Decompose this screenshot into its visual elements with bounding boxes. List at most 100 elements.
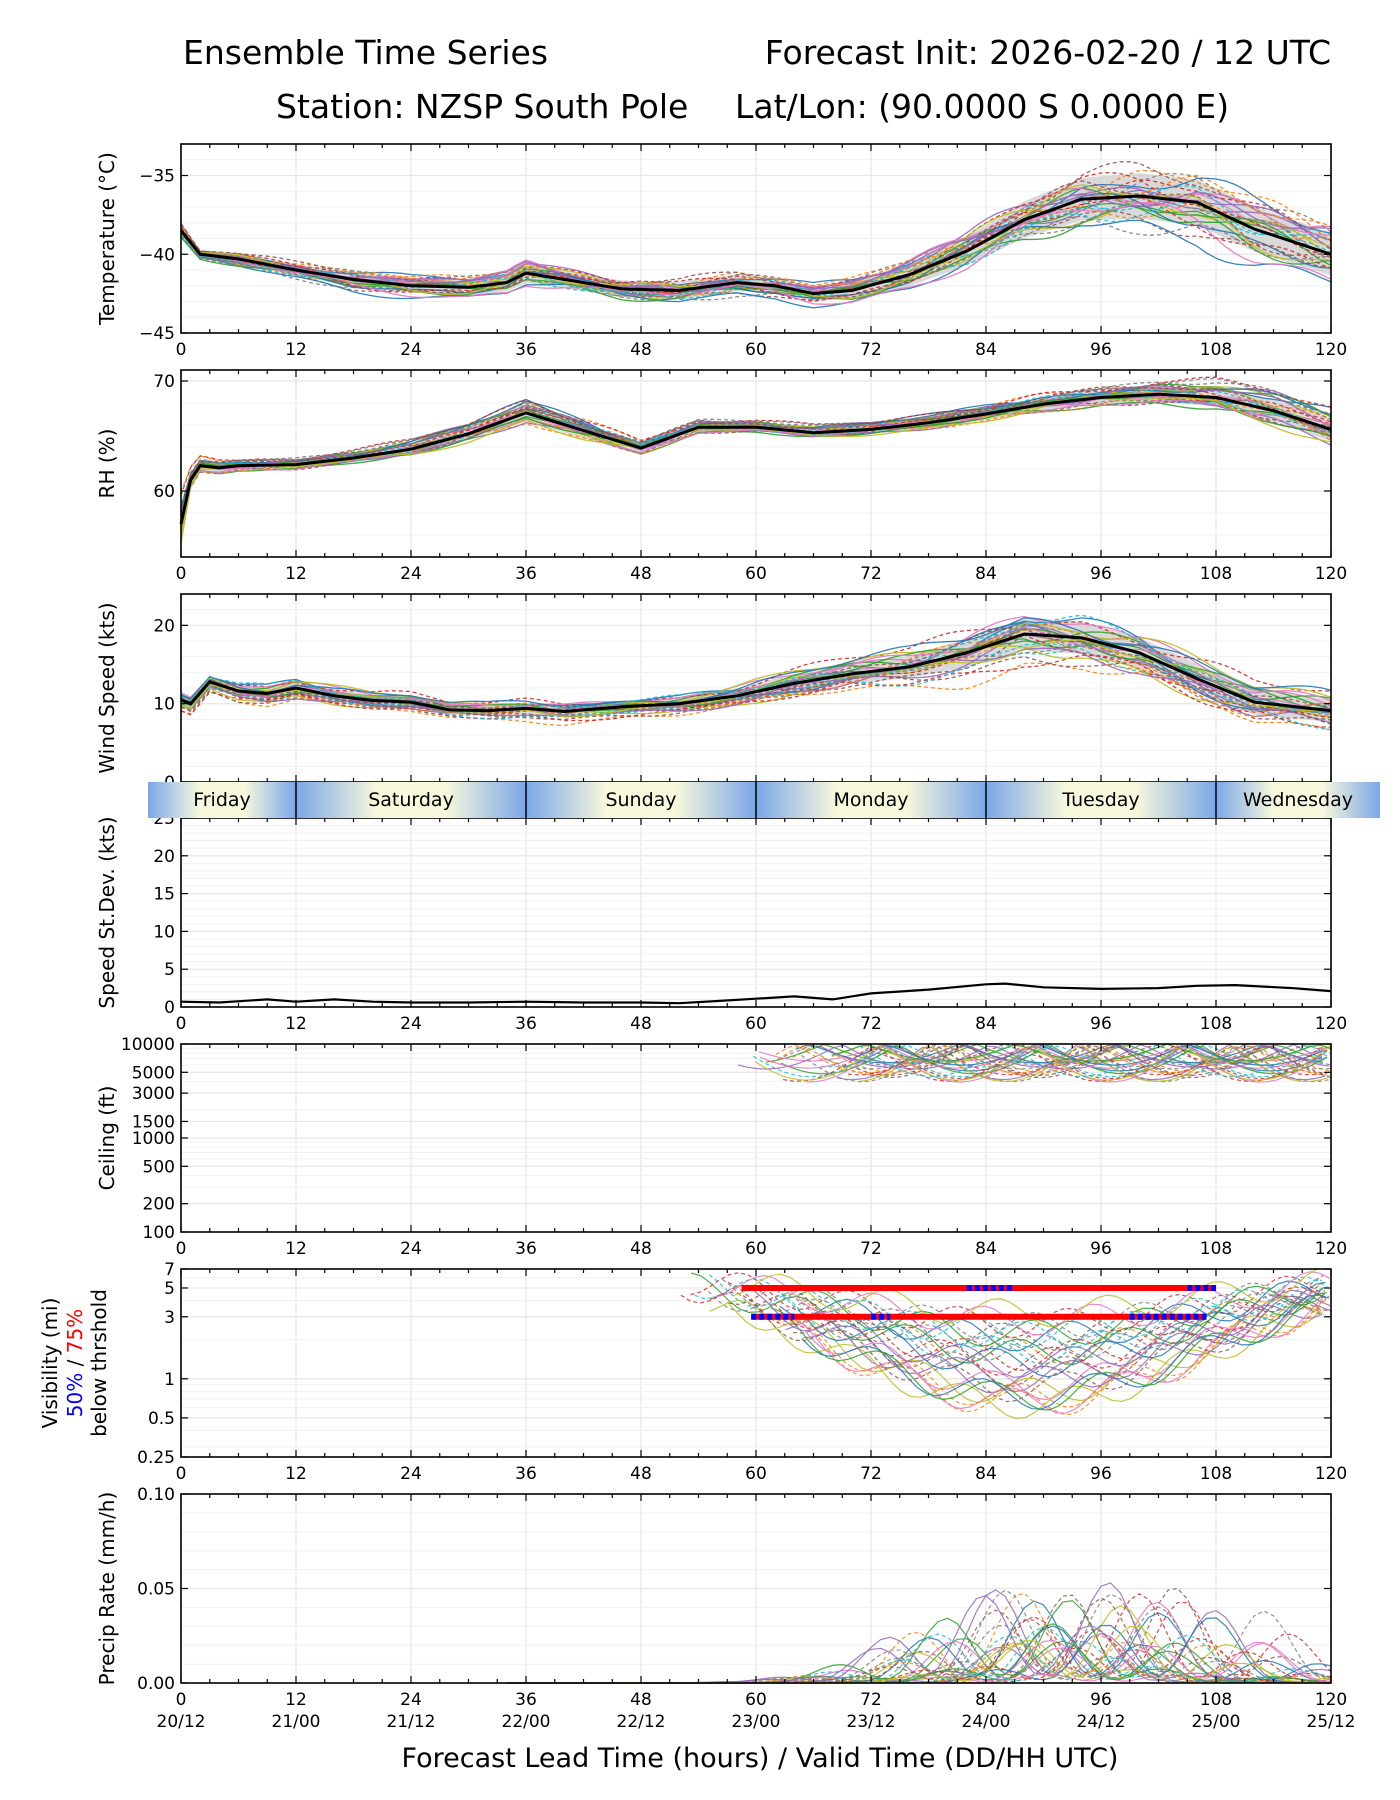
member-line (180, 387, 1332, 493)
member-line (860, 1044, 1331, 1083)
member-line (806, 1044, 1325, 1083)
y-tick-label: 15 (153, 885, 175, 905)
member-line (180, 161, 1332, 289)
x-tick-label: 48 (630, 1690, 652, 1710)
member-line (180, 614, 1332, 713)
panel-speed_stdev (180, 817, 1332, 1008)
panels: 0 12 24 36 48 60 72 84 96 108 120−45−40−35Temperat… (38, 143, 1356, 1732)
x-tick-label: 72 (860, 1014, 882, 1034)
valid-time-label: 23/00 (732, 1712, 781, 1732)
left-title: Ensemble Time Series (183, 33, 548, 72)
day-strip: Friday Saturday Sunday Monday Tuesday Wednesd… (148, 782, 1380, 818)
member-line (506, 1619, 1331, 1684)
member-line (180, 169, 1332, 291)
day-cell (526, 782, 756, 818)
member-line (831, 1044, 1331, 1062)
label-50-percent: 50% (63, 1373, 87, 1417)
x-tick-label: 36 (515, 564, 537, 584)
member-line (777, 1295, 1325, 1414)
axes-visibility: 0 12 24 36 48 60 72 84 96 108 120 0.25 0.5 1 3 57 Visibi… (38, 1260, 1347, 1484)
x-tick-label: 36 (515, 1464, 537, 1484)
member-line (506, 1592, 1331, 1684)
x-tick-label: 84 (975, 1014, 997, 1034)
member-line (180, 622, 1332, 712)
day-cell (986, 782, 1216, 818)
valid-time-label: 24/00 (962, 1712, 1011, 1732)
member-line (859, 1044, 1330, 1078)
day-label: Sunday (605, 789, 676, 811)
valid-time-label: 25/00 (1192, 1712, 1241, 1732)
x-tick-label: 0 (176, 1690, 187, 1710)
member-line (180, 172, 1332, 292)
member-line (506, 1597, 1332, 1684)
member-line (709, 1299, 1323, 1420)
y-tick-label: 0.25 (137, 1448, 175, 1468)
panel-ceiling (180, 1043, 1332, 1233)
x-tick-label: 60 (745, 1239, 767, 1259)
x-axis-label: Forecast Lead Time (hours) / Valid Time … (402, 1743, 1119, 1774)
members-visibility (680, 1269, 1331, 1420)
member-line (180, 385, 1332, 519)
valid-time-label: 21/00 (272, 1712, 321, 1732)
valid-time-label: 22/00 (502, 1712, 551, 1732)
x-tick-label: 96 (1090, 1014, 1112, 1034)
x-tick-label: 96 (1090, 1690, 1112, 1710)
x-tick-label: 84 (975, 564, 997, 584)
member-line (855, 1044, 1326, 1066)
y-axis-label: Wind Speed (kts) (95, 602, 119, 773)
member-line (771, 1044, 1328, 1076)
x-tick-label: 24 (400, 564, 422, 584)
x-tick-label: 108 (1200, 1014, 1232, 1034)
x-tick-label: 12 (285, 340, 307, 360)
y-tick-label: 100 (143, 1223, 175, 1243)
x-tick-label: 48 (630, 564, 652, 584)
x-tick-label: 48 (630, 340, 652, 360)
station-title: Station: NZSP South Pole (276, 87, 688, 126)
day-cell (148, 782, 296, 818)
member-line (180, 621, 1332, 707)
member-line (737, 1044, 1323, 1070)
member-line (801, 1294, 1330, 1410)
member-line (180, 397, 1332, 544)
x-tick-label: 84 (975, 340, 997, 360)
member-line (783, 1044, 1330, 1083)
x-tick-label: 60 (745, 564, 767, 584)
x-tick-label: 24 (400, 1464, 422, 1484)
x-tick-label: 36 (515, 1690, 537, 1710)
member-line (506, 1587, 1332, 1684)
axes-temperature: 0 12 24 36 48 60 72 84 96 108 120 −45 −40 −35 Temperat… (95, 143, 1347, 360)
member-line (180, 219, 1332, 309)
panel-wind_speed (180, 593, 1332, 783)
axes-ceiling: 0 12 24 36 48 60 72 84 96 108 120 100 200 500 10001500… (95, 1035, 1347, 1259)
day-label: Saturday (368, 789, 454, 811)
x-tick-label: 84 (975, 1690, 997, 1710)
y-tick-label: 7 (164, 1260, 175, 1280)
x-tick-label: 0 (176, 1239, 187, 1259)
x-tick-label: 96 (1090, 340, 1112, 360)
member-line (180, 639, 1332, 718)
x-tick-label: 24 (400, 340, 422, 360)
member-line (821, 1044, 1330, 1068)
x-tick-label: 84 (975, 1464, 997, 1484)
member-line (506, 1601, 1332, 1684)
y-axis-label: Ceiling (ft) (95, 1086, 119, 1191)
x-tick-label: 36 (515, 1014, 537, 1034)
y-tick-label: 3000 (132, 1084, 175, 1104)
x-tick-label: 12 (285, 1690, 307, 1710)
x-tick-label: 48 (630, 1239, 652, 1259)
label-75-percent: 75% (63, 1309, 87, 1353)
x-tick-label: 72 (860, 1464, 882, 1484)
panel-rh (179, 370, 1332, 558)
y-tick-label: 0.05 (137, 1580, 175, 1600)
member-line (180, 378, 1332, 518)
member-line (180, 628, 1332, 717)
member-line (180, 399, 1332, 527)
ensemble-mean-line (179, 194, 1332, 296)
x-tick-label: 12 (285, 1239, 307, 1259)
y-tick-label: 0 (164, 998, 175, 1018)
x-tick-label: 12 (285, 1014, 307, 1034)
member-line (726, 1301, 1322, 1403)
